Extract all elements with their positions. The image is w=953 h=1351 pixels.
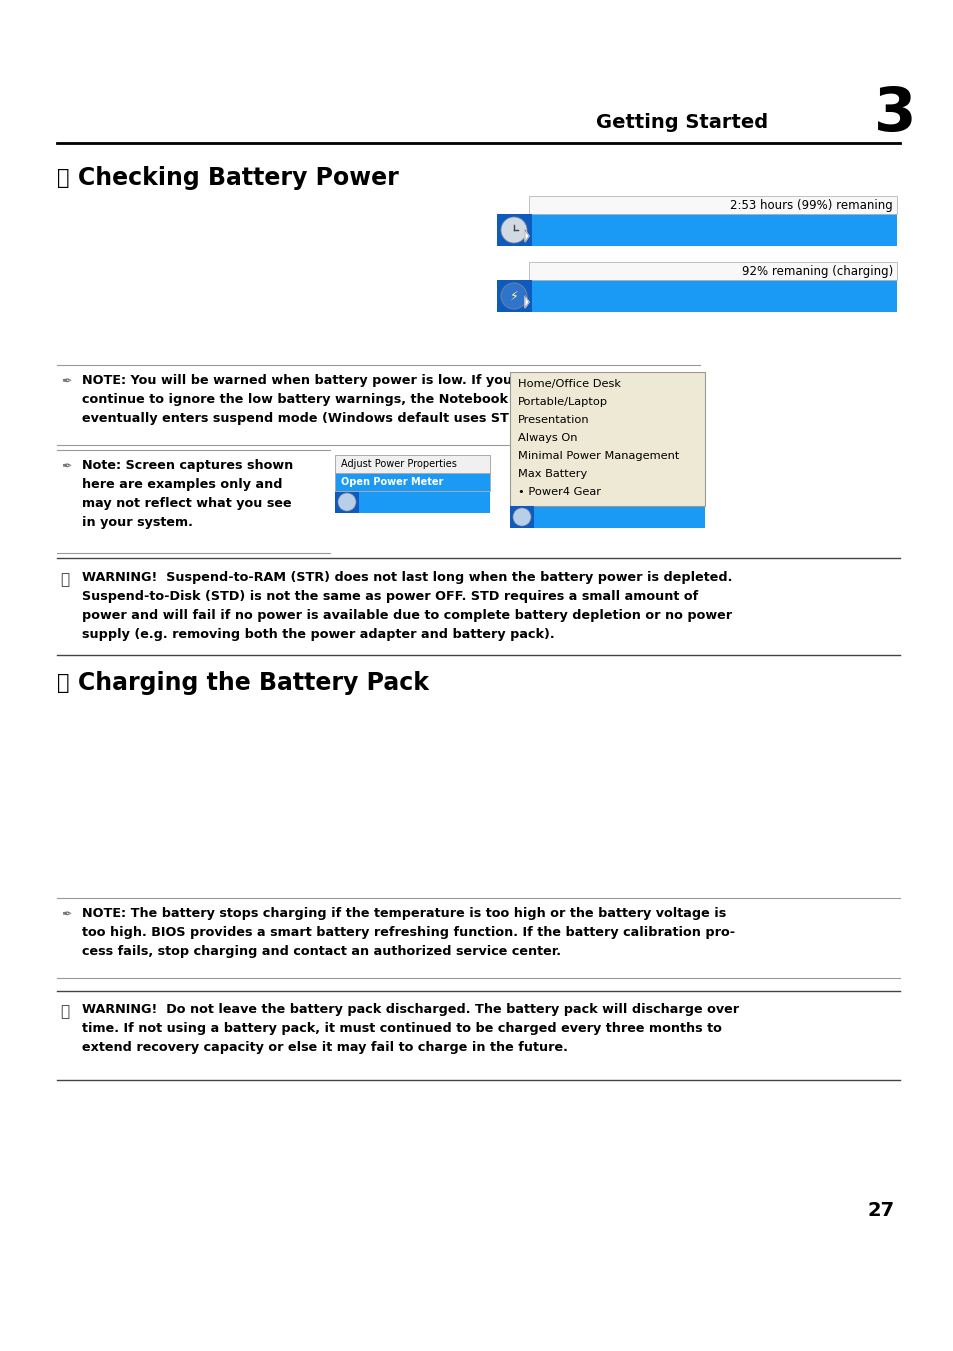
Text: Checking Battery Power: Checking Battery Power: [78, 166, 398, 190]
Text: WARNING!  Suspend-to-RAM (STR) does not last long when the battery power is depl: WARNING! Suspend-to-RAM (STR) does not l…: [82, 571, 732, 640]
Text: • Power4 Gear: • Power4 Gear: [517, 486, 600, 497]
Text: 2:53 hours (99%) remaning: 2:53 hours (99%) remaning: [729, 200, 892, 212]
Bar: [529, 196, 896, 213]
Text: Note: Screen captures shown
here are examples only and
may not reflect what you : Note: Screen captures shown here are exa…: [82, 459, 293, 530]
Text: Always On: Always On: [517, 434, 577, 443]
Text: 3: 3: [873, 85, 915, 145]
Bar: [335, 490, 358, 513]
Text: Open Power Meter: Open Power Meter: [340, 477, 443, 486]
Bar: [335, 490, 490, 513]
Text: ⎗: ⎗: [57, 673, 70, 693]
Text: Adjust Power Properties: Adjust Power Properties: [340, 459, 456, 469]
Circle shape: [337, 493, 355, 511]
Text: Portable/Laptop: Portable/Laptop: [517, 397, 607, 407]
Text: 27: 27: [867, 1201, 894, 1220]
Text: Presentation: Presentation: [517, 415, 589, 426]
Bar: [497, 280, 532, 312]
Bar: [497, 213, 532, 246]
Text: Minimal Power Management: Minimal Power Management: [517, 451, 679, 461]
Text: Getting Started: Getting Started: [596, 112, 767, 131]
Text: ⚡: ⚡: [509, 289, 517, 303]
Bar: [497, 280, 896, 312]
Text: ⎗: ⎗: [57, 168, 70, 188]
Text: ✒: ✒: [61, 376, 71, 389]
Text: ✒: ✒: [61, 461, 71, 473]
Circle shape: [500, 282, 526, 309]
Bar: [335, 455, 490, 473]
Text: WARNING!  Do not leave the battery pack discharged. The battery pack will discha: WARNING! Do not leave the battery pack d…: [82, 1002, 739, 1054]
Bar: [510, 507, 704, 528]
Polygon shape: [524, 296, 529, 308]
Text: Max Battery: Max Battery: [517, 469, 587, 480]
Text: Charging the Battery Pack: Charging the Battery Pack: [78, 671, 429, 694]
Circle shape: [500, 218, 526, 243]
Bar: [529, 262, 896, 280]
Text: 🔔: 🔔: [60, 1005, 69, 1020]
Text: 92% remaning (charging): 92% remaning (charging): [741, 266, 892, 278]
Text: NOTE: The battery stops charging if the temperature is too high or the battery v: NOTE: The battery stops charging if the …: [82, 907, 735, 958]
Bar: [510, 372, 704, 507]
Text: Home/Office Desk: Home/Office Desk: [517, 380, 620, 389]
Bar: [335, 473, 490, 490]
Circle shape: [513, 508, 531, 526]
Text: NOTE: You will be warned when battery power is low. If you
continue to ignore th: NOTE: You will be warned when battery po…: [82, 374, 531, 426]
Text: 🔔: 🔔: [60, 573, 69, 588]
Bar: [497, 213, 896, 246]
Text: ✒: ✒: [61, 908, 71, 921]
Polygon shape: [524, 230, 529, 242]
Bar: [335, 473, 490, 490]
Bar: [510, 507, 534, 528]
